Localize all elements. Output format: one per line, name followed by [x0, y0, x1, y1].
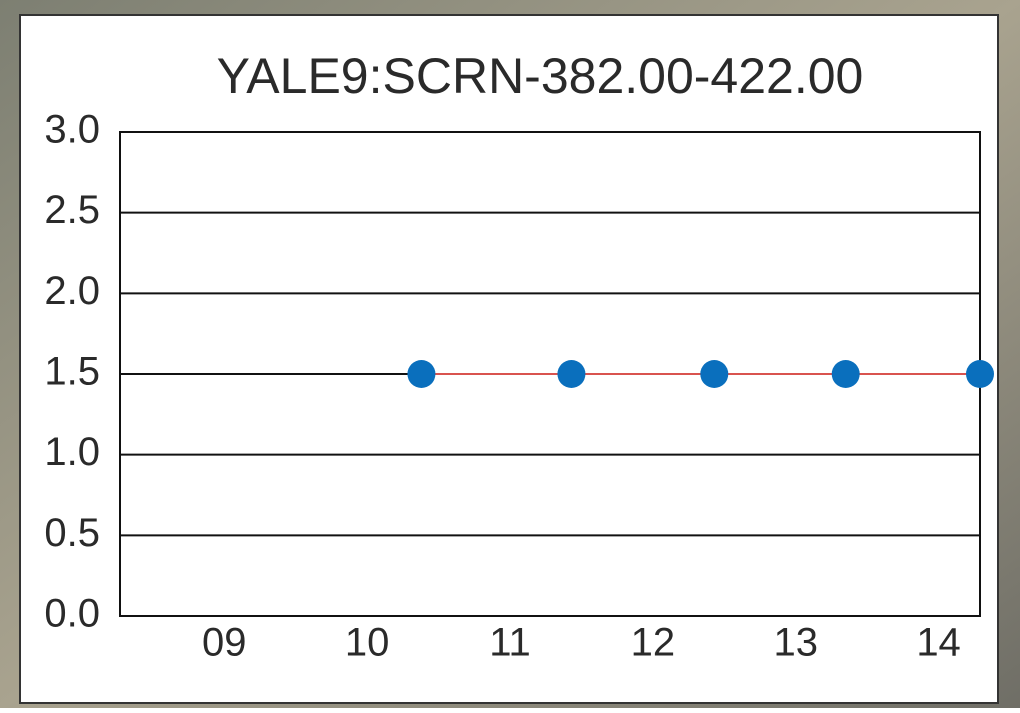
data-point	[966, 360, 994, 388]
x-tick-label: 14	[916, 621, 961, 665]
data-point	[557, 360, 586, 388]
x-tick-label: 10	[345, 621, 390, 665]
data-point	[407, 360, 436, 388]
x-tick-label: 12	[631, 621, 676, 665]
x-tick-label: 09	[202, 621, 247, 665]
y-tick-label: 0.5	[44, 511, 100, 555]
x-tick-label: 13	[773, 621, 818, 665]
x-tick-label: 11	[489, 621, 531, 665]
y-tick-label: 2.0	[44, 269, 100, 313]
y-tick-label: 1.5	[44, 350, 100, 394]
y-tick-label: 2.5	[44, 188, 100, 232]
y-tick-label: 1.0	[44, 430, 100, 474]
chart-title: YALE9:SCRN-382.00-422.00	[217, 48, 864, 104]
y-tick-label: 3.0	[44, 108, 100, 152]
data-point	[831, 360, 860, 388]
y-tick-label: 0.0	[44, 592, 100, 636]
data-point	[700, 360, 729, 388]
